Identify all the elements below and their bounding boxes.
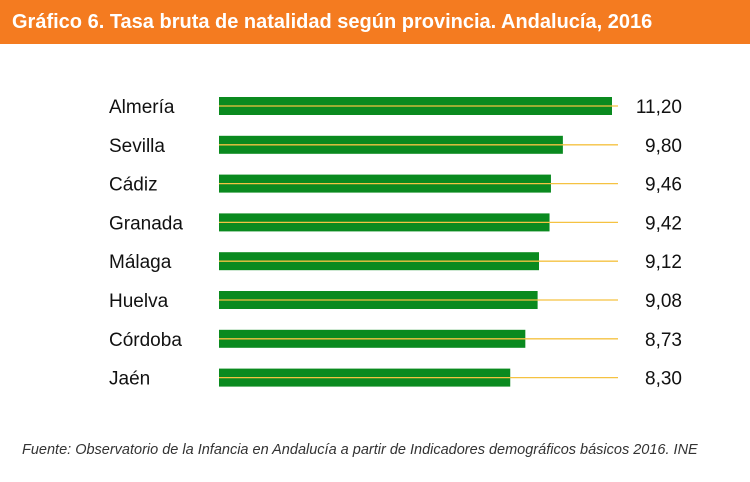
category-label: Almería [109, 97, 175, 118]
value-label: 11,20 [636, 97, 682, 118]
value-label: 9,80 [645, 136, 682, 157]
value-label: 8,30 [645, 369, 682, 390]
category-label: Cádiz [109, 175, 158, 196]
category-label: Córdoba [109, 330, 182, 351]
category-label: Málaga [109, 252, 172, 273]
category-label: Huelva [109, 291, 169, 312]
value-label: 8,73 [645, 330, 682, 351]
bar-chart: Almería 11,20 Sevilla 9,80 Cádiz 9,46 Granada 9… [109, 97, 682, 390]
value-label: 9,12 [645, 252, 682, 273]
category-label: Granada [109, 213, 183, 234]
category-label: Jaén [109, 369, 150, 390]
chart-title: Gráfico 6. Tasa bruta de natalidad según… [0, 0, 750, 44]
source-note: Fuente: Observatorio de la Infancia en A… [22, 442, 698, 458]
value-label: 9,42 [645, 213, 682, 234]
category-label: Sevilla [109, 136, 165, 157]
value-label: 9,46 [645, 175, 682, 196]
value-label: 9,08 [645, 291, 682, 312]
